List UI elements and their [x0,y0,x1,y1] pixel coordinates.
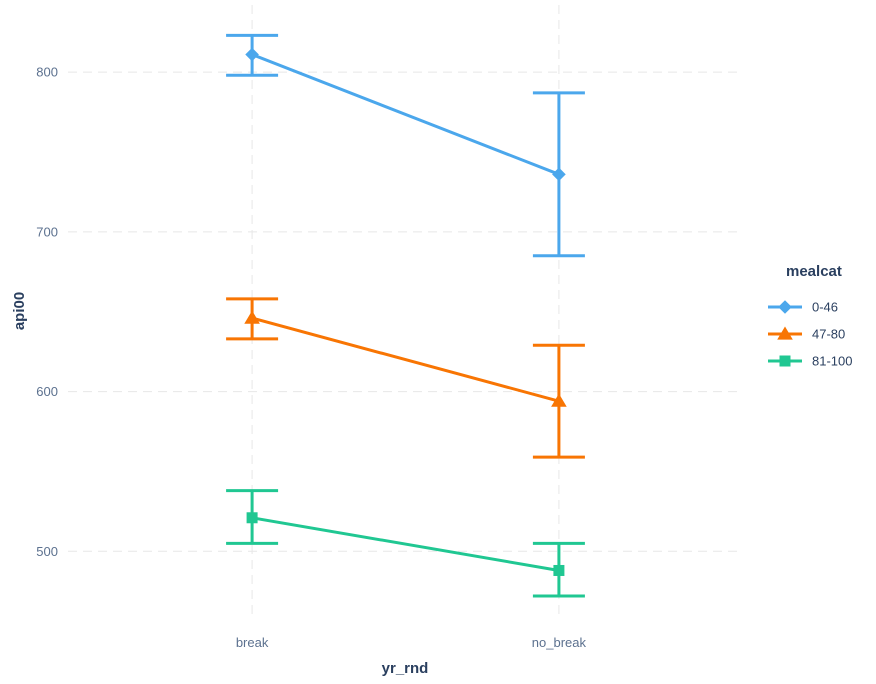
legend-diamond-marker-icon [778,300,792,314]
series-81-100 [226,489,585,598]
y-gridlines [68,71,743,552]
legend-label-81-100: 81-100 [812,354,852,369]
series-line-81-100 [250,516,561,572]
legend-title: mealcat [786,263,842,280]
data-point-47-80-break-triangle-marker-icon [244,310,260,324]
legend-item-81-100[interactable]: 81-100 [768,354,852,369]
legend-item-0-46[interactable]: 0-46 [768,300,838,315]
legend-square-marker-icon [779,355,791,367]
series-47-80 [226,297,585,459]
x-tick-label-break: break [236,635,269,650]
x-axis-title: yr_rnd [382,660,429,677]
data-point-81-100-break-square-marker-icon [246,512,258,524]
legend-label-0-46: 0-46 [812,300,838,315]
x-axis-tick-labels: break no_break [236,635,587,650]
y-axis-title: api00 [11,292,28,330]
series-0-46 [226,33,585,258]
data-point-81-100-no_break-square-marker-icon [553,564,565,576]
series-line-0-46 [250,53,561,176]
legend-label-47-80: 47-80 [812,327,845,342]
legend-triangle-marker-icon [777,326,793,340]
series-line-47-80 [250,316,561,403]
data-point-0-46-break-diamond-marker-icon [245,47,259,62]
x-gridlines [251,5,560,620]
x-tick-label-no_break: no_break [532,635,587,650]
legend-items: 0-46 47-80 81-100 [768,300,852,369]
plot-series [226,33,585,598]
legend: mealcat 0-46 47-80 81-100 [768,263,852,369]
y-tick-label-600: 600 [36,384,58,399]
legend-item-47-80[interactable]: 47-80 [768,326,845,342]
y-tick-label-700: 700 [36,224,58,239]
y-axis-tick-labels: 500 600 700 800 [36,65,58,559]
y-tick-label-800: 800 [36,65,58,80]
data-point-47-80-no_break-triangle-marker-icon [551,393,567,407]
data-point-0-46-no_break-diamond-marker-icon [552,167,566,182]
y-tick-label-500: 500 [36,544,58,559]
